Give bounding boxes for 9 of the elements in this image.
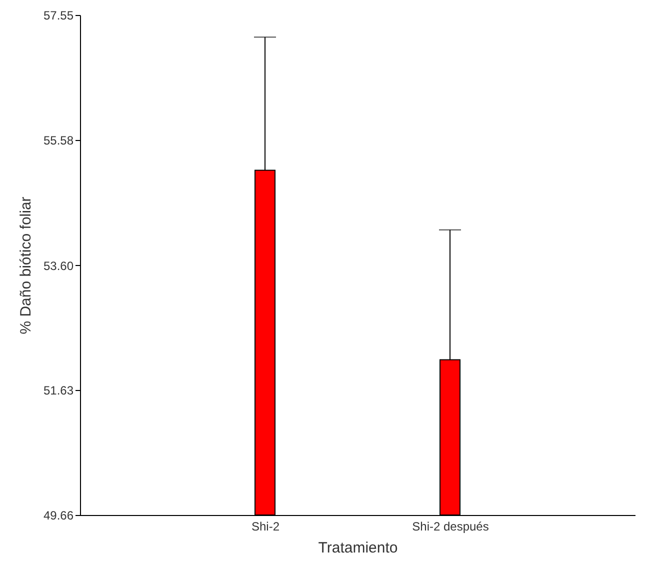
x-tick-label: Shi-2 después bbox=[412, 520, 489, 534]
y-tick-label: 51.63 bbox=[43, 384, 74, 398]
x-tick-label: Shi-2 bbox=[251, 520, 280, 534]
y-tick-label: 57.55 bbox=[43, 8, 74, 22]
y-tick-label: 55.58 bbox=[43, 133, 74, 148]
y-tick-label: 53.60 bbox=[43, 258, 74, 273]
y-axis-title: % Daño biótico foliar bbox=[17, 196, 34, 334]
x-axis-title: Tratamiento bbox=[318, 540, 398, 556]
y-tick-label: 49.66 bbox=[43, 508, 74, 522]
